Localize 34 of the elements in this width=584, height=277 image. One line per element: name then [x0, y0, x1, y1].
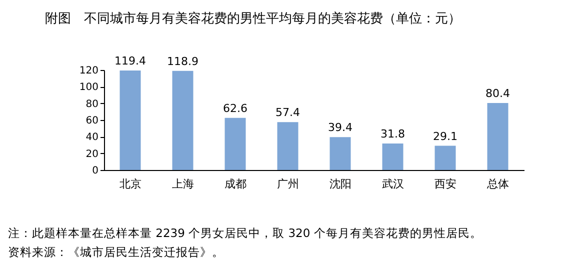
bar [277, 122, 298, 170]
data-label: 39.4 [328, 121, 352, 134]
bar [120, 70, 141, 170]
bar [487, 103, 508, 170]
y-tick-label: 0 [92, 166, 98, 176]
x-tick-label: 上海 [172, 178, 194, 190]
bar [434, 146, 456, 170]
bar [330, 137, 351, 170]
x-tick-label: 成都 [224, 178, 246, 190]
x-tick-label: 北京 [119, 178, 142, 190]
y-tick-label: 80 [86, 98, 98, 110]
y-tick-label: 40 [86, 132, 98, 144]
x-tick-label: 总体 [486, 178, 509, 190]
data-label: 57.4 [276, 106, 300, 120]
bar [224, 118, 246, 170]
data-label: 29.1 [433, 130, 458, 143]
x-tick-label: 广州 [276, 178, 299, 190]
data-label: 31.8 [380, 128, 405, 140]
x-tick-label: 武汉 [382, 178, 404, 190]
data-label: 119.4 [114, 54, 146, 68]
text: 资料来源：《城市居民生活变迁报告》。 [8, 244, 225, 261]
bar [172, 70, 194, 170]
x-tick-label: 沈阳 [329, 178, 352, 190]
bar [382, 144, 404, 170]
y-tick-label: 100 [79, 82, 98, 94]
y-tick-label: 20 [86, 148, 98, 160]
data-label: 118.9 [167, 54, 198, 68]
y-tick-label: 120 [79, 66, 98, 76]
x-tick-label: 西安 [434, 178, 456, 190]
text: 注：此题样本量在总样本量 2239 个男女居民中，取 320 个每月有美容花费的男性居民。 [8, 225, 482, 242]
data-label: 80.4 [486, 87, 510, 100]
chart-title: 附图 不同城市每月有美容花费的男性平均每月的美容花费（单位：元） [44, 10, 461, 26]
data-label: 62.6 [223, 102, 248, 115]
y-tick-label: 60 [86, 116, 98, 126]
